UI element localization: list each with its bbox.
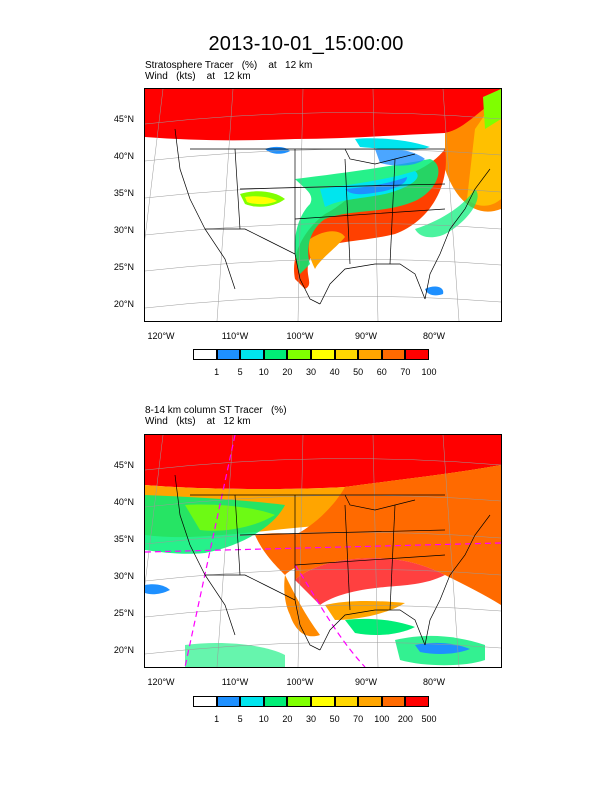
- colorbar-label: 70: [400, 367, 411, 377]
- bottom-lon-label: 80°W: [422, 677, 446, 687]
- colorbar-swatch: [240, 696, 264, 707]
- colorbar-label: 30: [305, 714, 316, 724]
- top-panel-title: Stratosphere Tracer (%) at 12 km: [145, 60, 313, 71]
- bottom-lon-label: 120°W: [147, 677, 175, 687]
- bottom-lat-label: 40°N: [113, 497, 134, 507]
- colorbar-label: 10: [258, 714, 269, 724]
- colorbar-swatch: [381, 696, 406, 707]
- colorbar-swatch: [334, 349, 359, 360]
- colorbar-swatch: [381, 349, 406, 360]
- colorbar-label: 50: [353, 367, 364, 377]
- top-lon-label: 110°W: [221, 331, 249, 341]
- colorbar-label: 200: [397, 714, 413, 724]
- bottom-lat-label: 35°N: [113, 534, 134, 544]
- top-lat-label: 45°N: [113, 114, 134, 124]
- colorbar-label: 10: [258, 367, 269, 377]
- colorbar-label: 100: [421, 367, 437, 377]
- bottom-map-field: [145, 435, 501, 667]
- bottom-lon-label: 90°W: [354, 677, 378, 687]
- colorbar-swatch: [405, 349, 429, 360]
- top-lat-label: 40°N: [113, 151, 134, 161]
- colorbar-label: 40: [329, 367, 340, 377]
- colorbar-swatch: [405, 696, 429, 707]
- colorbar-label: 50: [329, 714, 340, 724]
- top-map: [144, 88, 502, 322]
- bottom-lat-label: 30°N: [113, 571, 134, 581]
- colorbar-swatch: [240, 349, 264, 360]
- colorbar-label: 5: [237, 714, 243, 724]
- colorbar-label: 1: [214, 367, 220, 377]
- top-lat-label: 25°N: [113, 262, 134, 272]
- top-lon-label: 80°W: [422, 331, 446, 341]
- colorbar-swatch: [193, 696, 217, 707]
- colorbar-swatch: [263, 696, 288, 707]
- top-map-field: [145, 89, 501, 321]
- top-panel-subtitle: Wind (kts) at 12 km: [145, 71, 251, 82]
- colorbar-swatch: [193, 349, 217, 360]
- colorbar-swatch: [287, 349, 311, 360]
- colorbar-label: 500: [421, 714, 437, 724]
- top-lon-label: 90°W: [354, 331, 378, 341]
- colorbar-label: 20: [282, 714, 293, 724]
- top-lat-label: 20°N: [113, 299, 134, 309]
- bottom-map: [144, 434, 502, 668]
- top-colorbar: [193, 349, 429, 360]
- figure-title: 2013-10-01_15:00:00: [208, 33, 404, 55]
- top-lon-label: 100°W: [286, 331, 314, 341]
- top-lat-label: 35°N: [113, 188, 134, 198]
- bottom-lat-label: 20°N: [113, 645, 134, 655]
- colorbar-label: 60: [376, 367, 387, 377]
- top-lat-label: 30°N: [113, 225, 134, 235]
- colorbar-swatch: [287, 696, 311, 707]
- bottom-panel-subtitle: Wind (kts) at 12 km: [145, 416, 251, 427]
- colorbar-swatch: [334, 696, 359, 707]
- colorbar-swatch: [216, 349, 241, 360]
- colorbar-label: 20: [282, 367, 293, 377]
- colorbar-label: 5: [237, 367, 243, 377]
- bottom-panel-title: 8-14 km column ST Tracer (%): [145, 405, 287, 416]
- colorbar-swatch: [263, 349, 288, 360]
- colorbar-swatch: [358, 696, 382, 707]
- bottom-colorbar: [193, 696, 429, 707]
- bottom-lon-label: 110°W: [221, 677, 249, 687]
- colorbar-swatch: [216, 696, 241, 707]
- top-lon-label: 120°W: [147, 331, 175, 341]
- colorbar-swatch: [310, 349, 335, 360]
- colorbar-label: 100: [374, 714, 390, 724]
- bottom-lat-label: 25°N: [113, 608, 134, 618]
- bottom-lon-label: 100°W: [286, 677, 314, 687]
- colorbar-label: 70: [353, 714, 364, 724]
- colorbar-label: 1: [214, 714, 220, 724]
- colorbar-swatch: [358, 349, 382, 360]
- colorbar-label: 30: [305, 367, 316, 377]
- colorbar-swatch: [310, 696, 335, 707]
- bottom-lat-label: 45°N: [113, 460, 134, 470]
